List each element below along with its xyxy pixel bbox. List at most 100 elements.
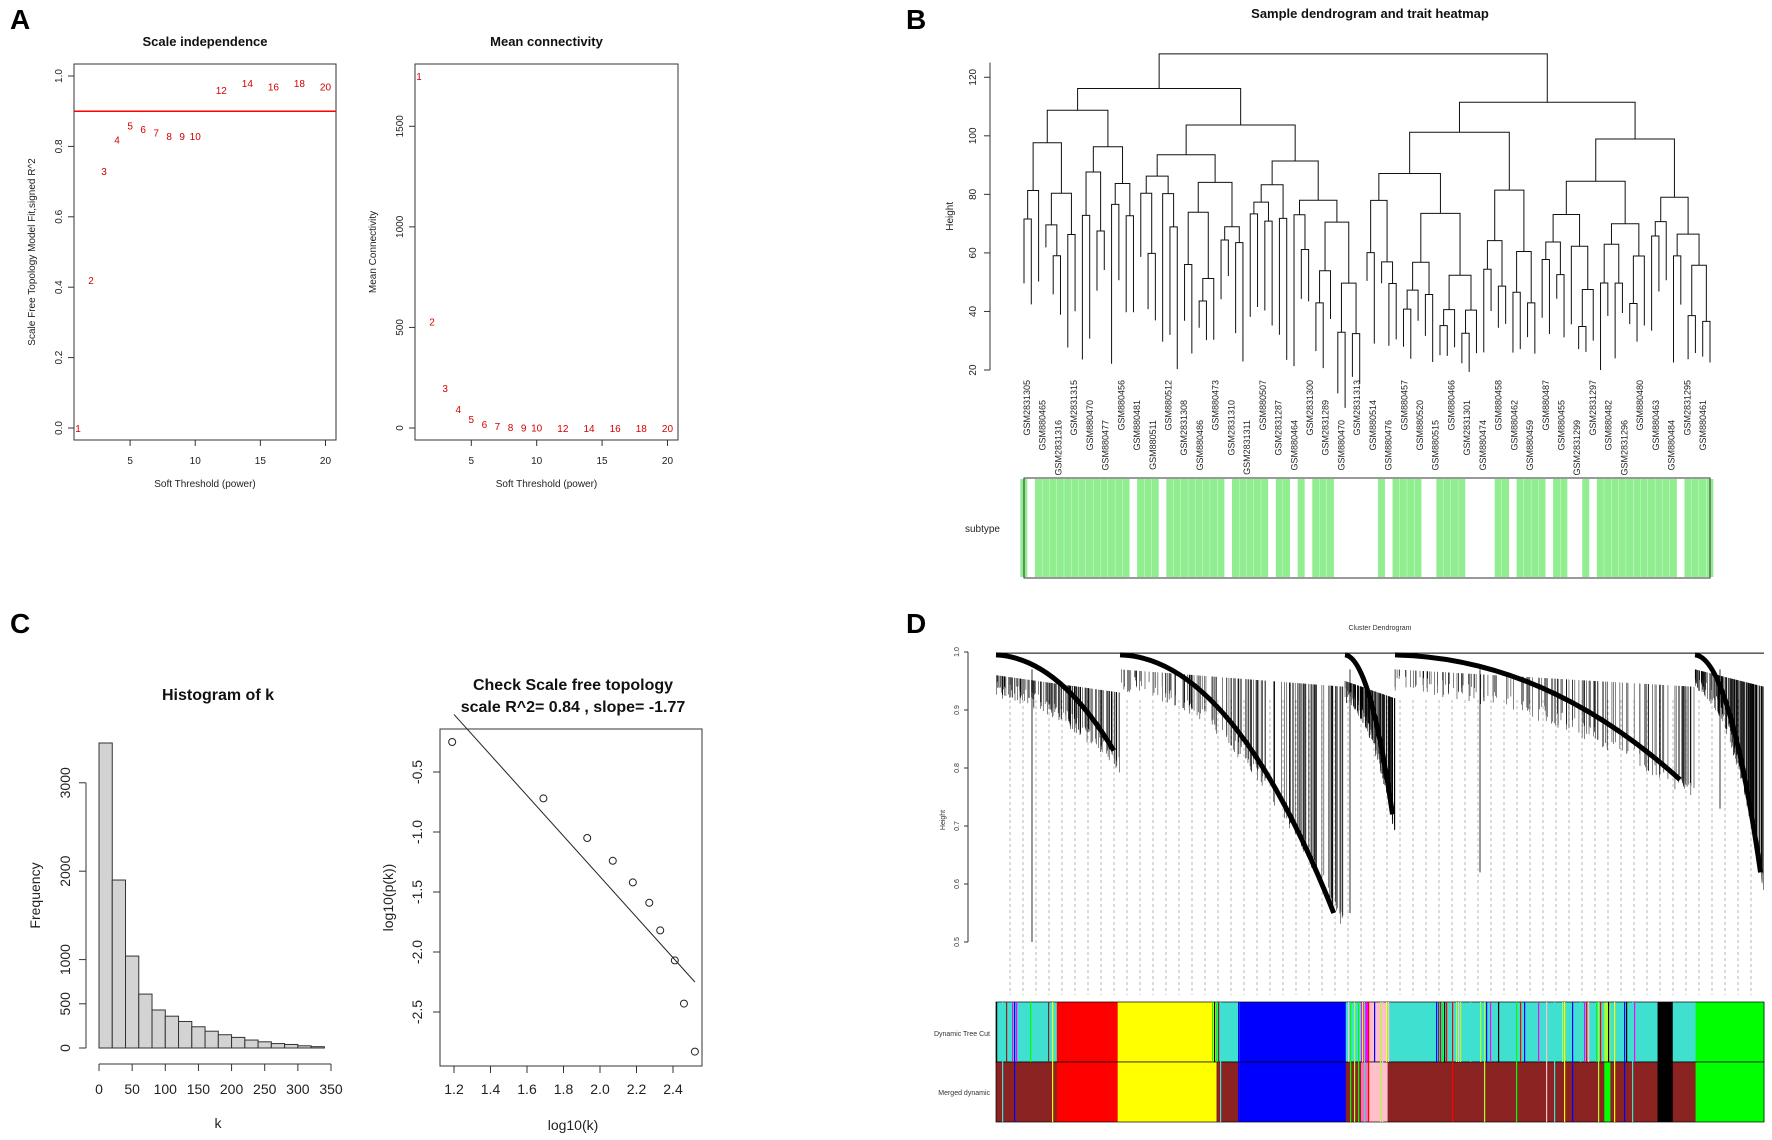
data-point-label: 16 — [610, 424, 622, 435]
dendrogram-branch — [1600, 282, 1609, 370]
x-tick-label: 5 — [127, 456, 133, 467]
y-axis-label: Height — [940, 810, 947, 830]
module-color-block — [1657, 1062, 1674, 1122]
sample-label: GSM880515 — [1431, 420, 1441, 471]
module-stripe — [1358, 1002, 1360, 1062]
sample-label: GSM2831295 — [1682, 380, 1692, 436]
sample-label: GSM2831315 — [1069, 380, 1079, 436]
x-tick-label: 2.0 — [590, 1081, 610, 1097]
module-stripe — [1596, 1002, 1598, 1062]
module-stripe — [1436, 1002, 1438, 1062]
module-stripe — [1546, 1062, 1548, 1122]
dendrogram-branch — [1381, 261, 1394, 284]
histogram-bar — [257, 1041, 272, 1049]
trait-cell — [1494, 479, 1502, 577]
trait-cell — [1064, 479, 1072, 577]
module-stripe — [1584, 1002, 1586, 1062]
x-tick-label: 10 — [531, 456, 543, 467]
dendrogram-branch — [1081, 214, 1091, 360]
dendrogram-branch — [1420, 212, 1461, 276]
module-stripe — [1366, 1002, 1368, 1062]
module-color-block — [1672, 1002, 1697, 1062]
data-point — [608, 856, 617, 865]
dendrogram-branch — [1603, 243, 1620, 284]
data-point-label: 18 — [294, 79, 306, 90]
sample-label: GSM880456 — [1116, 380, 1126, 431]
mean-connectivity-plot: Mean connectivity Soft Threshold (power) M… — [368, 34, 679, 490]
trait-cell — [1640, 479, 1648, 577]
trait-cell — [1465, 479, 1473, 577]
trait-cell — [1093, 479, 1101, 577]
trait-cell — [1129, 479, 1138, 577]
module-stripe — [1598, 1062, 1600, 1122]
data-point-label: 14 — [583, 424, 595, 435]
dendrogram-branch — [1278, 217, 1288, 360]
histogram-bar — [231, 1036, 246, 1049]
trait-cell — [1523, 479, 1531, 577]
dendrogram-branch — [1340, 282, 1357, 334]
dendrogram-branch — [1660, 196, 1689, 235]
dendrogram-branch — [1096, 230, 1105, 291]
module-stripe — [1498, 1002, 1500, 1062]
dendrogram-branch — [1145, 175, 1169, 194]
sample-label: GSM880480 — [1635, 380, 1645, 431]
module-stripe — [1358, 1062, 1360, 1122]
cluster-dendrogram: Cluster Dendrogram Height 1.0 0.9 0.8 0.7 0.6 0… — [934, 625, 1765, 1123]
dendrogram-branch — [1351, 333, 1361, 384]
dendrogram-branch — [1494, 189, 1525, 252]
trait-cell — [1392, 479, 1400, 577]
trait-cell — [1188, 479, 1196, 577]
module-stripe — [1546, 1002, 1548, 1062]
module-stripe — [1364, 1062, 1366, 1122]
histogram-bar — [98, 742, 113, 1049]
x-tick-label: 150 — [187, 1081, 211, 1097]
trait-cell — [1115, 479, 1123, 577]
y-axis-label: log10(p(k)) — [380, 864, 396, 932]
dendrogram-branch — [1184, 264, 1193, 354]
data-point-label: 5 — [127, 121, 133, 132]
y-tick-label: 1.0 — [954, 647, 961, 657]
module-stripe — [1354, 1062, 1356, 1122]
histogram-bar — [217, 1034, 233, 1049]
x-tick-label: 300 — [286, 1081, 310, 1097]
dendrogram-cluster-spine — [995, 652, 1116, 752]
y-tick-label: 0 — [57, 1044, 73, 1052]
sample-label: GSM880486 — [1195, 420, 1205, 471]
module-stripe — [1374, 1002, 1376, 1062]
module-stripe — [1452, 1002, 1454, 1062]
trait-cell — [1553, 479, 1561, 577]
module-stripe — [1014, 1062, 1016, 1122]
histogram-bar — [125, 955, 140, 1049]
module-stripe — [1350, 1062, 1352, 1122]
module-stripe — [1516, 1002, 1518, 1062]
trait-cell — [1677, 479, 1685, 577]
dendrogram-branch — [1092, 146, 1124, 184]
x-tick-label: 5 — [469, 456, 475, 467]
trait-cell — [1538, 479, 1546, 577]
x-tick-label: 1.6 — [517, 1081, 537, 1097]
trait-cell — [1604, 479, 1612, 577]
y-tick-label: -1.0 — [409, 820, 425, 844]
data-point — [679, 999, 688, 1008]
sample-label: GSM2831305 — [1022, 380, 1032, 436]
module-stripe — [1238, 1002, 1240, 1062]
data-point-label: 16 — [268, 83, 280, 94]
module-color-block — [996, 1062, 1058, 1122]
module-stripe — [1442, 1002, 1444, 1062]
data-point-label: 20 — [320, 83, 332, 94]
sample-label: GSM2831316 — [1053, 420, 1063, 476]
dendrogram-branch — [1465, 309, 1477, 354]
y-tick-label: -2.0 — [409, 940, 425, 964]
sample-label: GSM2831311 — [1242, 420, 1252, 475]
x-tick-label: 0 — [95, 1081, 103, 1097]
trait-cell — [1261, 479, 1269, 577]
y-axis-label: Mean Connectivity — [368, 211, 379, 293]
module-stripe — [1580, 1002, 1582, 1062]
trait-cell — [1633, 479, 1641, 577]
y-tick-label: -1.5 — [409, 880, 425, 904]
dendrogram-branch — [1512, 291, 1521, 353]
sample-label: GSM880512 — [1163, 380, 1173, 431]
trait-cell — [1502, 479, 1510, 577]
sample-label: GSM880520 — [1415, 400, 1425, 451]
y-tick-label: 1000 — [57, 944, 73, 975]
